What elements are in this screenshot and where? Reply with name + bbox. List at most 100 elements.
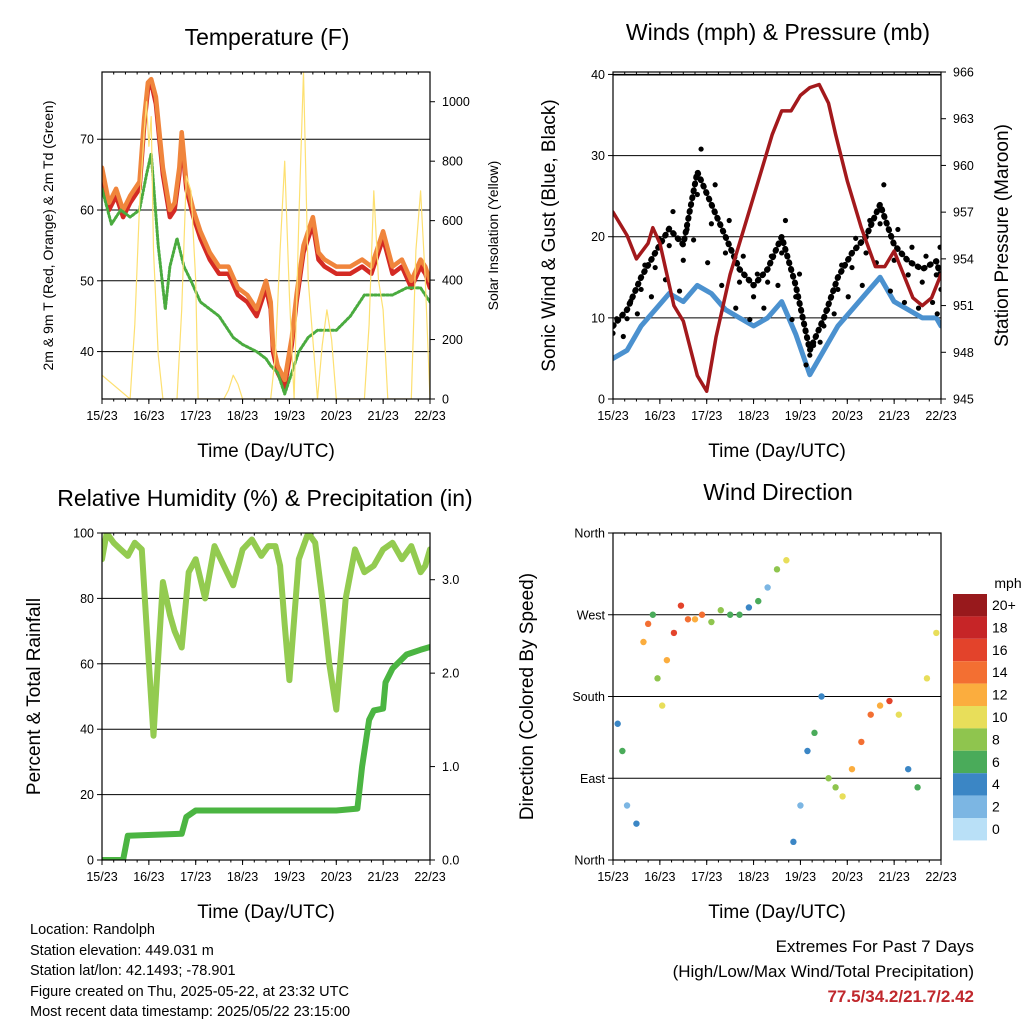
legend-label: 6 (992, 754, 1000, 770)
legend-swatch (953, 795, 987, 818)
chart-title: Relative Humidity (%) & Precipitation (i… (57, 485, 472, 511)
y-tick-label: 60 (80, 204, 94, 218)
gust-point (712, 182, 718, 188)
legend-label: 16 (992, 642, 1008, 658)
gust-point (694, 191, 700, 198)
direction-point (736, 611, 743, 618)
y-tick-label: South (572, 690, 605, 704)
gust-point (934, 311, 940, 317)
gust-point (740, 253, 746, 259)
gust-point (705, 260, 711, 266)
series-line (102, 644, 430, 860)
direction-point (804, 747, 811, 755)
y2-tick-label: 1.0 (442, 760, 459, 774)
chart-title: Winds (mph) & Pressure (mb) (626, 19, 930, 45)
plot-area (613, 82, 941, 393)
direction-point (726, 611, 734, 618)
gust-point (670, 208, 676, 215)
x-tick-label: 18/23 (227, 409, 258, 423)
gust-point (905, 272, 911, 278)
x-tick-label: 15/23 (597, 870, 628, 884)
gust-point (938, 286, 941, 293)
direction-point (755, 597, 762, 605)
x-tick-label: 18/23 (738, 409, 769, 423)
direction-point (783, 557, 790, 564)
direction-point (895, 711, 903, 718)
x-tick-label: 20/23 (832, 870, 863, 884)
legend-swatch (953, 661, 987, 684)
legend-swatch (953, 706, 987, 729)
gust-point (929, 299, 936, 306)
direction-point (663, 656, 671, 664)
gust-point (614, 316, 620, 322)
legend-swatch (953, 638, 987, 662)
y2-axis-label: Station Pressure (Maroon) (992, 124, 1013, 347)
y-tick-label: West (577, 608, 606, 622)
y-tick-label: North (574, 527, 605, 541)
x-tick-label: 21/23 (879, 870, 910, 884)
recent-text: Most recent data timestamp: 2025/05/22 2… (30, 1004, 351, 1020)
y2-tick-label: 957 (953, 206, 974, 220)
x-tick-label: 22/23 (925, 870, 956, 884)
gust-point (690, 237, 697, 243)
gust-point (835, 286, 841, 293)
y2-tick-label: 966 (953, 66, 974, 80)
gust-point (923, 253, 929, 259)
y-tick-label: 60 (80, 657, 94, 671)
x-tick-label: 16/23 (133, 870, 164, 884)
x-tick-label: 22/23 (414, 409, 445, 423)
legend-swatch (953, 773, 987, 796)
direction-point (644, 620, 652, 628)
x-tick-label: 17/23 (691, 409, 722, 423)
gust-point (817, 339, 823, 345)
gust-point (839, 262, 845, 268)
y-tick-label: 80 (80, 592, 94, 606)
series-line (102, 533, 430, 739)
x-tick-label: 19/23 (785, 870, 816, 884)
x-tick-label: 19/23 (785, 409, 816, 423)
x-tick-label: 21/23 (879, 409, 910, 423)
gust-point (810, 342, 817, 349)
legend-swatch (953, 750, 987, 774)
y-tick-label: 10 (591, 311, 605, 325)
gust-point (782, 217, 789, 224)
y-tick-label: 40 (80, 345, 94, 359)
x-axis-label: Time (Day/UTC) (708, 441, 846, 462)
gust-point (821, 323, 827, 329)
legend-label: 12 (992, 687, 1008, 703)
direction-point (659, 702, 666, 709)
legend-label: 10 (992, 709, 1008, 725)
y-tick-label: 100 (73, 527, 94, 541)
y-tick-label: 20 (591, 230, 605, 244)
y-axis-label: Direction (Colored By Speed) (517, 573, 538, 820)
x-tick-label: 18/23 (738, 870, 769, 884)
x-tick-label: 21/23 (368, 870, 399, 884)
x-axis-label: Time (Day/UTC) (197, 441, 335, 462)
x-tick-label: 19/23 (274, 409, 305, 423)
gust-point (789, 316, 795, 323)
y2-tick-label: 1000 (442, 95, 470, 109)
gust-point (628, 298, 634, 304)
gust-point (796, 271, 803, 277)
direction-point (677, 602, 685, 609)
direction-point (623, 802, 631, 809)
gust-point (919, 279, 925, 285)
legend-swatch (953, 683, 987, 706)
panel-humidity: Relative Humidity (%) & Precipitation (i… (24, 485, 473, 923)
gust-point (933, 272, 939, 278)
gust-point (867, 217, 873, 224)
gust-point (719, 282, 725, 289)
legend-label: 0 (992, 821, 1000, 837)
x-tick-label: 17/23 (691, 870, 722, 884)
x-tick-label: 15/23 (597, 409, 628, 423)
y-tick-label: 0 (598, 393, 605, 407)
legend-swatch (953, 818, 987, 841)
direction-point (886, 697, 893, 705)
gust-point (895, 226, 901, 233)
direction-point (825, 775, 832, 782)
extremes-box: Extremes For Past 7 Days (High/Low/Max W… (673, 934, 974, 1009)
y2-axis-label: Solar Insolation (Yellow) (485, 161, 501, 311)
gust-point (761, 305, 767, 311)
gust-point (652, 264, 658, 271)
